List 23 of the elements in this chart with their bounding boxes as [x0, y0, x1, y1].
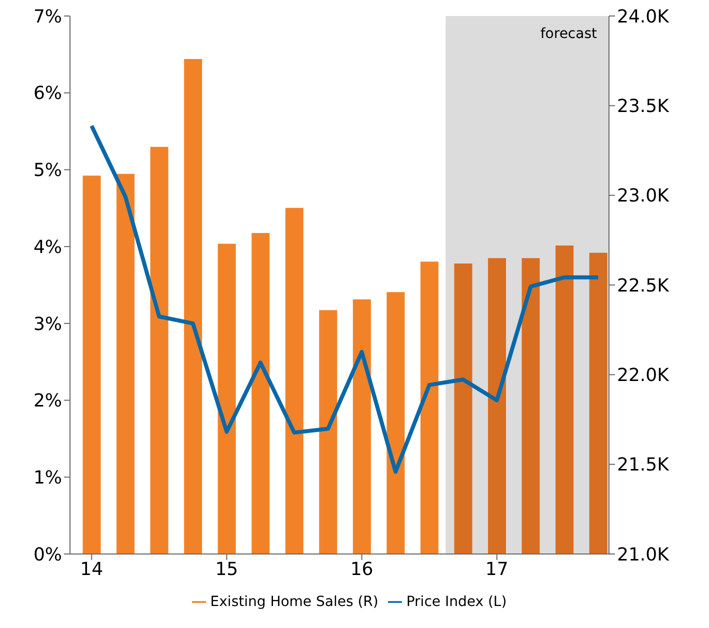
- y-tick-label: 3%: [33, 314, 62, 335]
- x-tick-label: 16: [350, 558, 374, 580]
- band-label: forecast: [540, 26, 598, 42]
- y-tick-label: 4%: [33, 236, 62, 258]
- y2-tick-label: 24.0K: [617, 6, 670, 28]
- x-tick-label: 17: [485, 558, 508, 580]
- y-tick-label: 0%: [33, 544, 62, 566]
- y2-tick-label: 21.0K: [617, 544, 670, 566]
- legend-label: Price Index (L): [406, 594, 507, 610]
- x-tick-label: 15: [215, 558, 238, 580]
- y2-tick-label: 21.5K: [617, 454, 670, 476]
- y-tick-label: 2%: [33, 390, 62, 412]
- y-tick-label: 7%: [33, 6, 62, 28]
- legend-label: Existing Home Sales (R): [210, 594, 378, 610]
- line-series: [90, 124, 600, 474]
- y-tick-label: 6%: [33, 83, 62, 104]
- y2-tick-label: 23.5K: [617, 96, 670, 118]
- y-tick-label: 1%: [33, 468, 62, 489]
- y2-tick-label: 22.5K: [617, 275, 670, 296]
- x-tick-label: 14: [80, 558, 104, 580]
- y-tick-label: 5%: [33, 160, 62, 182]
- y2-tick-label: 22.0K: [617, 365, 670, 386]
- y2-tick-label: 23.0K: [617, 186, 670, 207]
